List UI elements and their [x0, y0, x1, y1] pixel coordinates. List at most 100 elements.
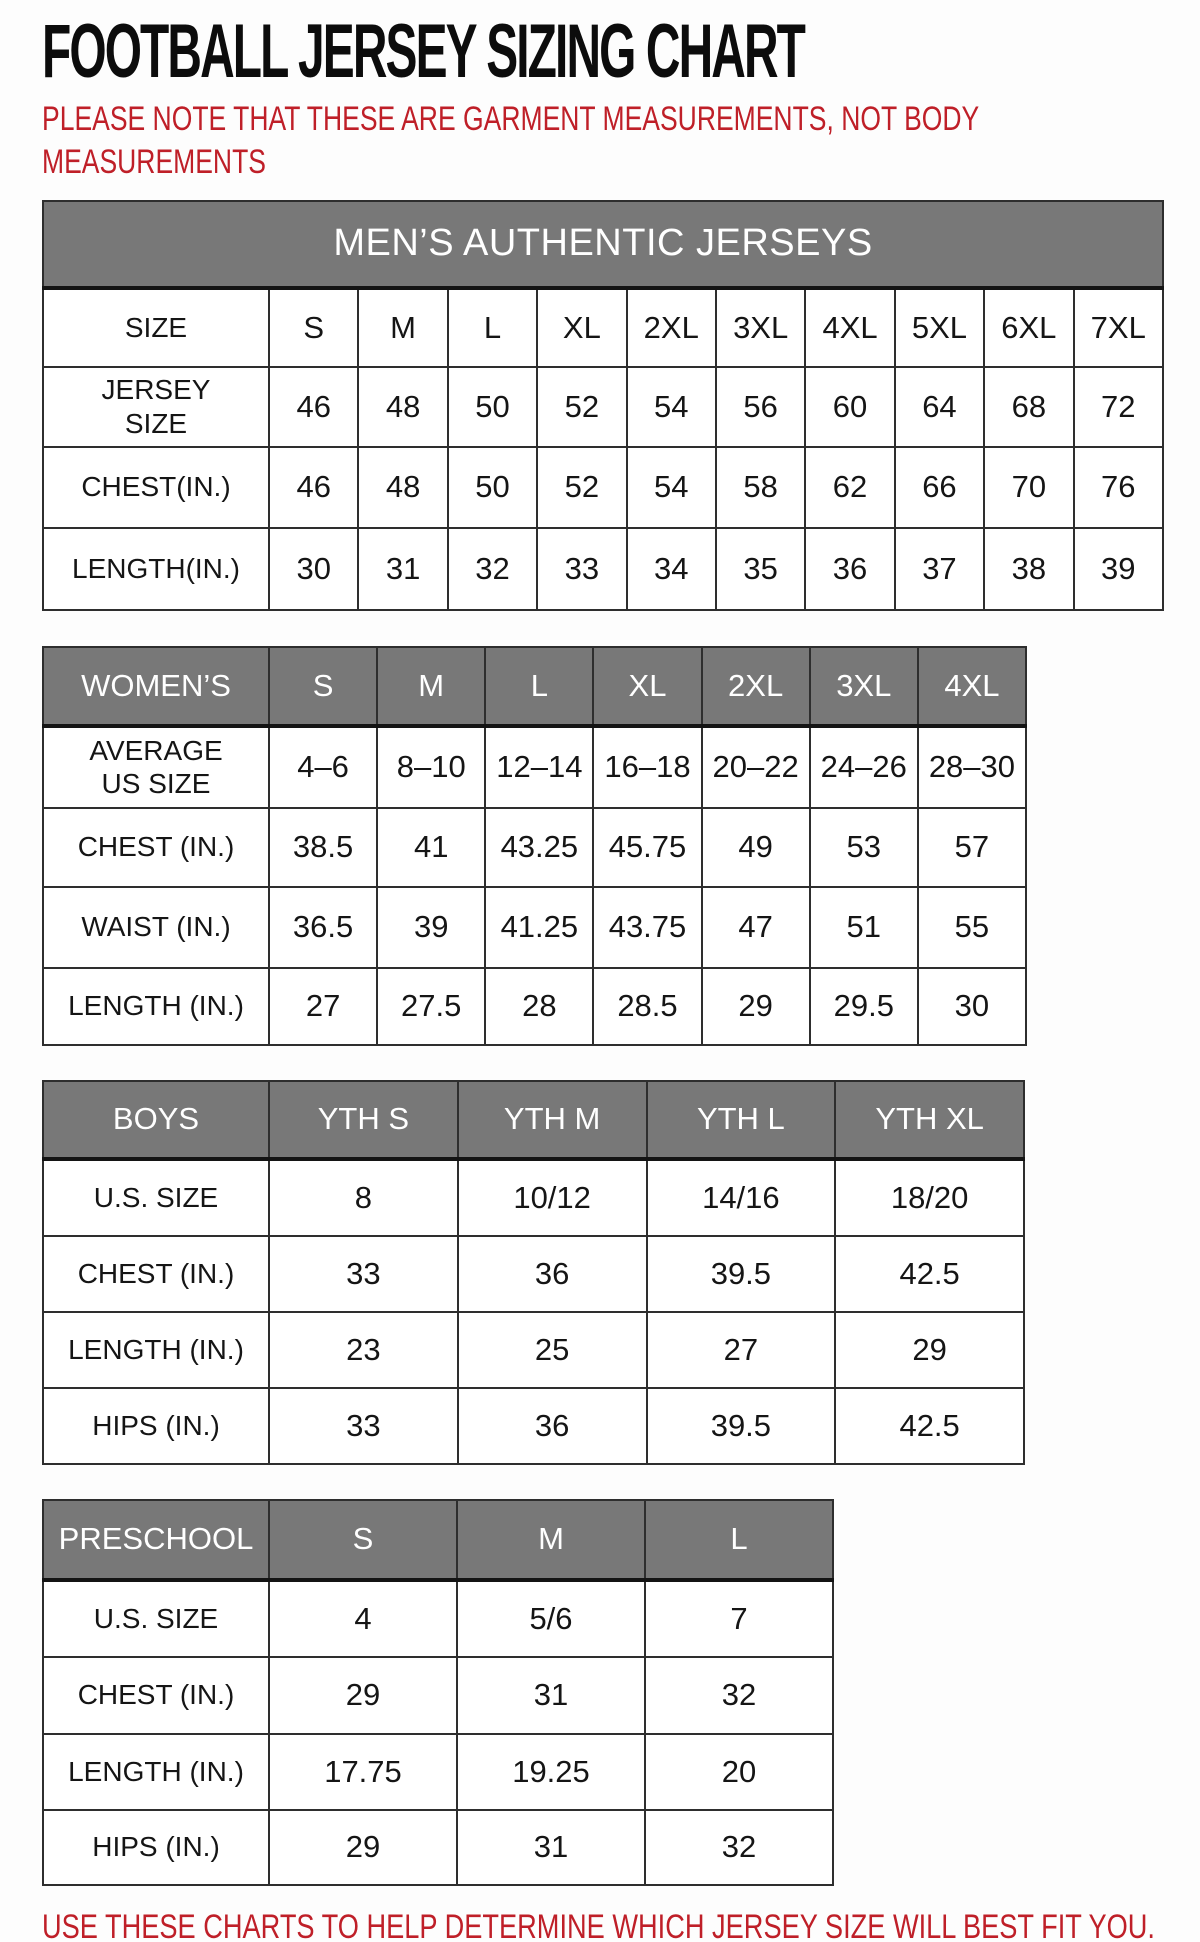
mens-table-row: LENGTH(IN.) 30 31 32 33 34 35 36 37 38 39 [42, 526, 1165, 611]
garment-measurements-note: PLEASE NOTE THAT THESE ARE GARMENT MEASU… [42, 100, 979, 181]
preschool-value-cell: 32 [644, 1808, 834, 1886]
womens-column-header: S [267, 645, 379, 728]
womens-value-cell: 28–30 [916, 724, 1028, 809]
mens-value-cell: 35 [714, 526, 807, 611]
womens-column-header: WOMEN’S [42, 645, 270, 728]
preschool-column-header: L [644, 1498, 834, 1582]
boys-column-header: BOYS [42, 1079, 270, 1161]
mens-row-label: JERSEY SIZE [42, 365, 270, 448]
boys-column-header: YTH M [456, 1079, 648, 1161]
boys-header-row: BOYS YTH S YTH M YTH L YTH XL [42, 1079, 1025, 1161]
mens-value-cell: 39 [1072, 526, 1165, 611]
boys-row-label: U.S. SIZE [42, 1157, 270, 1237]
mens-table-row: SIZE S M L XL 2XL 3XL 4XL 5XL 6XL 7XL [42, 286, 1165, 368]
boys-value-cell: 36 [456, 1386, 648, 1465]
boys-value-cell: 14/16 [645, 1157, 837, 1237]
mens-value-cell: 64 [893, 365, 986, 448]
mens-value-cell: 54 [625, 445, 717, 529]
boys-value-cell: 25 [456, 1310, 648, 1389]
womens-header-row: WOMEN’S S M L XL 2XL 3XL 4XL [42, 645, 1028, 728]
womens-column-header: L [484, 645, 595, 728]
womens-value-cell: 55 [916, 885, 1028, 969]
mens-row-label: CHEST(IN.) [42, 445, 270, 529]
preschool-header-row: PRESCHOOL S M L [42, 1498, 834, 1582]
womens-size-table: WOMEN’S S M L XL 2XL 3XL 4XL AVERAGE US SIZE 4–6 8… [42, 645, 1028, 1046]
mens-table-banner: MEN’S AUTHENTIC JERSEYS [42, 199, 1164, 290]
mens-value-cell: 32 [446, 526, 539, 611]
womens-column-header: 4XL [916, 645, 1028, 728]
womens-value-cell: 20–22 [700, 724, 811, 809]
womens-value-cell: 28 [484, 966, 595, 1046]
mens-value-cell: 68 [983, 365, 1075, 448]
womens-value-cell: 27.5 [376, 966, 487, 1046]
boys-value-cell: 42.5 [834, 1234, 1025, 1313]
womens-value-cell: 41 [376, 806, 487, 888]
preschool-table-row: HIPS (IN.) 29 31 32 [42, 1808, 834, 1886]
mens-size-table: MEN’S AUTHENTIC JERSEYS SIZE S M L XL 2XL 3XL 4X… [42, 199, 1165, 611]
preschool-value-cell: 7 [644, 1578, 834, 1658]
mens-value-cell: 60 [804, 365, 896, 448]
preschool-row-label: CHEST (IN.) [42, 1655, 270, 1735]
preschool-row-label: HIPS (IN.) [42, 1808, 270, 1886]
preschool-column-header: S [268, 1498, 458, 1582]
womens-value-cell: 45.75 [592, 806, 703, 888]
mens-value-cell: 76 [1072, 445, 1165, 529]
preschool-value-cell: 29 [268, 1808, 458, 1886]
mens-value-cell: S [267, 286, 360, 368]
boys-value-cell: 36 [456, 1234, 648, 1313]
boys-value-cell: 33 [268, 1386, 459, 1465]
mens-value-cell: 6XL [983, 286, 1075, 368]
preschool-column-header: PRESCHOOL [42, 1498, 270, 1582]
mens-value-cell: 70 [983, 445, 1075, 529]
womens-value-cell: 49 [700, 806, 811, 888]
womens-table-row: LENGTH (IN.) 27 27.5 28 28.5 29 29.5 30 [42, 966, 1028, 1046]
mens-banner-row: MEN’S AUTHENTIC JERSEYS [42, 199, 1164, 290]
preschool-value-cell: 17.75 [268, 1732, 458, 1811]
preschool-value-cell: 32 [644, 1655, 834, 1735]
womens-table-row: CHEST (IN.) 38.5 41 43.25 45.75 49 53 57 [42, 806, 1028, 888]
womens-column-header: M [376, 645, 487, 728]
mens-value-cell: XL [536, 286, 628, 368]
womens-value-cell: 30 [916, 966, 1028, 1046]
preschool-value-cell: 31 [456, 1808, 646, 1886]
mens-value-cell: 34 [625, 526, 717, 611]
mens-value-cell: 54 [625, 365, 717, 448]
mens-value-cell: 33 [536, 526, 628, 611]
boys-row-label: CHEST (IN.) [42, 1234, 270, 1313]
boys-value-cell: 27 [645, 1310, 837, 1389]
womens-table-row: AVERAGE US SIZE 4–6 8–10 12–14 16–18 20–22 24–… [42, 724, 1028, 809]
womens-value-cell: 57 [916, 806, 1028, 888]
mens-value-cell: 52 [536, 445, 628, 529]
boys-size-table: BOYS YTH S YTH M YTH L YTH XL U.S. SIZE 8 10/12… [42, 1079, 1025, 1465]
mens-value-cell: 30 [267, 526, 360, 611]
boys-value-cell: 10/12 [456, 1157, 648, 1237]
page-title: FOOTBALL JERSEY SIZING CHART [42, 9, 806, 94]
womens-column-header: XL [592, 645, 703, 728]
womens-table-row: WAIST (IN.) 36.5 39 41.25 43.75 47 51 55 [42, 885, 1028, 969]
boys-column-header: YTH S [268, 1079, 459, 1161]
preschool-column-header: M [456, 1498, 646, 1582]
boys-column-header: YTH XL [834, 1079, 1025, 1161]
boys-value-cell: 39.5 [645, 1234, 837, 1313]
boys-table-row: LENGTH (IN.) 23 25 27 29 [42, 1310, 1025, 1389]
womens-value-cell: 16–18 [592, 724, 703, 809]
boys-value-cell: 42.5 [834, 1386, 1025, 1465]
mens-table-row: CHEST(IN.) 46 48 50 52 54 58 62 66 70 76 [42, 445, 1165, 529]
mens-value-cell: 31 [357, 526, 449, 611]
mens-value-cell: 4XL [804, 286, 896, 368]
boys-value-cell: 8 [268, 1157, 459, 1237]
boys-value-cell: 23 [268, 1310, 459, 1389]
womens-value-cell: 27 [267, 966, 379, 1046]
boys-table-row: HIPS (IN.) 33 36 39.5 42.5 [42, 1386, 1025, 1465]
boys-row-label: HIPS (IN.) [42, 1386, 270, 1465]
mens-value-cell: 46 [267, 445, 360, 529]
womens-value-cell: 28.5 [592, 966, 703, 1046]
mens-value-cell: 3XL [714, 286, 807, 368]
preschool-table-row: U.S. SIZE 4 5/6 7 [42, 1578, 834, 1658]
womens-value-cell: 39 [376, 885, 487, 969]
mens-value-cell: 72 [1072, 365, 1165, 448]
mens-value-cell: 48 [357, 365, 449, 448]
womens-row-label: CHEST (IN.) [42, 806, 270, 888]
mens-value-cell: 7XL [1072, 286, 1165, 368]
